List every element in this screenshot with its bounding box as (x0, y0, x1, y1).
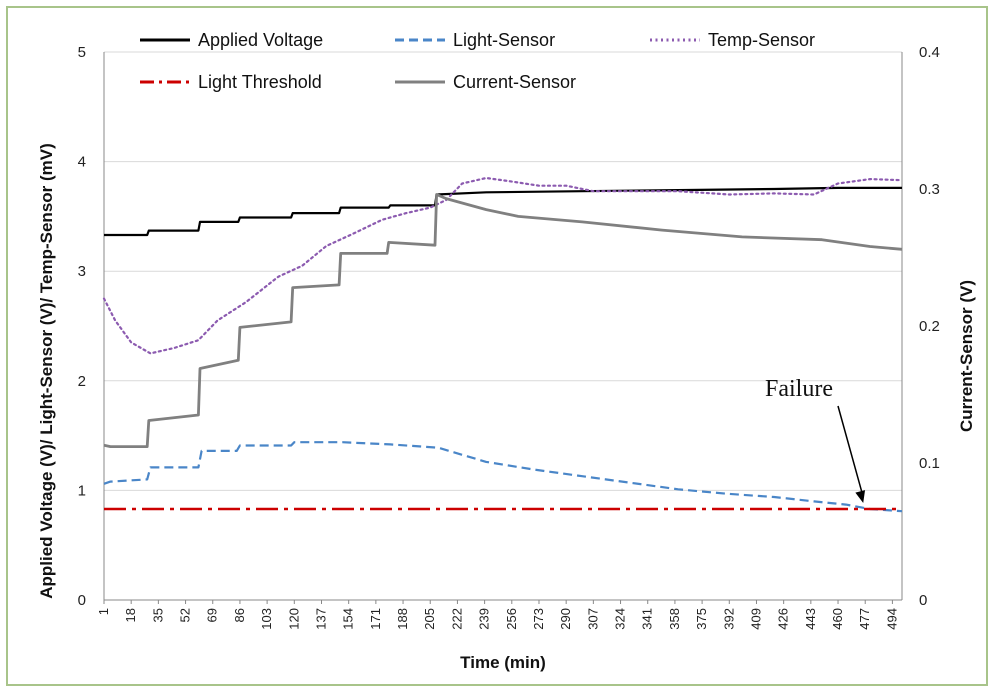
x-tick-label: 307 (585, 608, 600, 630)
x-tick-label: 154 (341, 608, 356, 630)
failure-arrow-line (837, 405, 864, 498)
x-tick-label: 324 (613, 608, 628, 630)
chart-frame (6, 6, 988, 686)
x-tick-label: 171 (368, 608, 383, 630)
legend-label: Applied Voltage (198, 30, 323, 50)
legend-label: Current-Sensor (453, 72, 576, 92)
x-tick-label: 494 (884, 608, 899, 630)
x-tick-label: 103 (259, 608, 274, 630)
series-line-light-sensor (103, 441, 903, 513)
x-tick-label: 35 (150, 608, 165, 622)
x-tick-label: 18 (123, 608, 138, 622)
annotations: Failure (765, 376, 866, 504)
x-tick-label: 205 (422, 608, 437, 630)
left-tick-label: 1 (78, 482, 86, 499)
x-tick-label: 290 (558, 608, 573, 630)
x-tick-label: 477 (857, 608, 872, 630)
x-tick-label: 460 (830, 608, 845, 630)
failure-arrow-head (855, 490, 866, 504)
legend-label: Light-Sensor (453, 30, 555, 50)
right-tick-label: 0 (919, 592, 927, 609)
series-line-current-sensor (103, 193, 903, 448)
left-tick-label: 3 (78, 263, 86, 280)
x-tick-label: 52 (178, 608, 193, 622)
x-tick-label: 188 (395, 608, 410, 630)
series-lines (102, 176, 904, 513)
left-tick-label: 2 (78, 373, 86, 390)
left-tick-label: 4 (78, 154, 86, 171)
x-axis-title: Time (min) (460, 653, 546, 672)
left-tick-label: 5 (78, 44, 86, 61)
series-line-applied-voltage (104, 186, 902, 237)
y-axis-title-left: Applied Voltage (V)/ Light-Sensor (V)/ T… (37, 143, 56, 599)
x-tick-label: 409 (748, 608, 763, 630)
x-tick-label: 443 (803, 608, 818, 630)
x-tick-label: 137 (313, 608, 328, 630)
legend: Applied Voltage Light-Sensor Temp-Sensor Li… (140, 30, 815, 92)
series-line-temp-sensor (102, 176, 904, 355)
y-axis-title-right: Current-Sensor (V) (957, 280, 976, 432)
x-tick-label: 341 (640, 608, 655, 630)
gridlines (104, 51, 902, 491)
x-tick-label: 375 (694, 608, 709, 630)
x-tick-label: 358 (667, 608, 682, 630)
right-tick-label: 0.4 (919, 44, 940, 61)
left-tick-label: 0 (78, 592, 86, 609)
right-tick-label: 0.2 (919, 318, 940, 335)
legend-label: Light Threshold (198, 72, 322, 92)
axes: 0 1 2 3 4 5 0 0.1 0.2 0.3 0.4 1 18 35 52 69 86 103 120 137 1… (37, 44, 976, 672)
x-tick-label: 273 (531, 608, 546, 630)
x-tick-label: 222 (449, 608, 464, 630)
x-tick-label: 426 (776, 608, 791, 630)
x-tick-label: 120 (286, 608, 301, 630)
x-tick-label: 392 (721, 608, 736, 630)
x-tick-label: 86 (232, 608, 247, 622)
x-tick-label: 256 (504, 608, 519, 630)
right-tick-label: 0.1 (919, 455, 940, 472)
failure-annotation: Failure (765, 376, 833, 402)
right-tick-label: 0.3 (919, 181, 940, 198)
x-tick-label: 69 (205, 608, 220, 622)
legend-label: Temp-Sensor (708, 30, 815, 50)
x-tick-label: 239 (477, 608, 492, 630)
x-tick-label: 1 (96, 608, 111, 615)
